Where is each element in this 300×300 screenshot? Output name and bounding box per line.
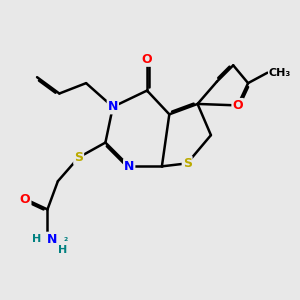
Text: H: H (58, 244, 67, 255)
Text: ₂: ₂ (64, 233, 68, 243)
Text: H: H (32, 234, 42, 244)
Text: S: S (183, 157, 192, 170)
Text: O: O (232, 99, 243, 112)
Text: N: N (124, 160, 134, 173)
Text: O: O (20, 193, 31, 206)
Text: O: O (142, 53, 152, 66)
Text: CH₃: CH₃ (269, 68, 291, 78)
Text: N: N (108, 100, 118, 113)
Text: S: S (74, 151, 83, 164)
Text: N: N (47, 233, 57, 246)
